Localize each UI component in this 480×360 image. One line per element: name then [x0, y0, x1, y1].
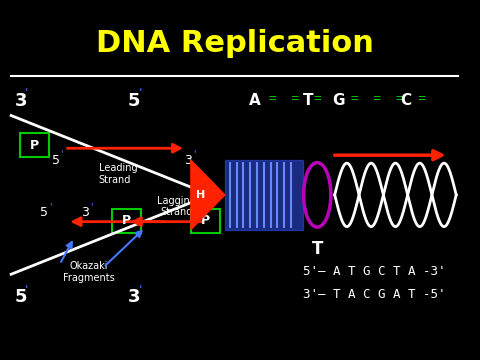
Text: C: C — [400, 93, 411, 108]
Text: 5: 5 — [128, 91, 140, 109]
Text: P: P — [30, 139, 39, 152]
Text: Leading
Strand: Leading Strand — [98, 163, 137, 185]
Text: T: T — [312, 240, 323, 258]
Text: T: T — [303, 93, 313, 108]
Text: ': ' — [24, 87, 28, 100]
Text: 5: 5 — [40, 206, 48, 219]
Polygon shape — [191, 160, 225, 230]
Text: 3'– T A C G A T -5': 3'– T A C G A T -5' — [303, 288, 445, 301]
Text: =  =  =  =: = = = = — [351, 92, 426, 105]
Text: 3: 3 — [184, 154, 192, 167]
Text: ': ' — [90, 202, 92, 212]
Text: H: H — [196, 190, 205, 200]
Text: ': ' — [49, 202, 51, 212]
Text: 3: 3 — [81, 206, 89, 219]
Text: ': ' — [60, 149, 62, 159]
Text: Okazaki
Fragments: Okazaki Fragments — [63, 261, 115, 283]
Text: G: G — [332, 93, 344, 108]
Text: 5'– A T G C T A -3': 5'– A T G C T A -3' — [303, 265, 445, 278]
Bar — [225, 160, 303, 230]
Text: ': ' — [138, 87, 142, 100]
Text: 5: 5 — [15, 288, 27, 306]
Text: =  =  =: = = = — [269, 92, 321, 105]
Text: ': ' — [138, 284, 142, 297]
Text: 3: 3 — [15, 91, 27, 109]
Text: DNA Replication: DNA Replication — [96, 28, 373, 58]
Text: A: A — [249, 93, 261, 108]
Text: ': ' — [24, 284, 28, 297]
Text: P: P — [201, 214, 210, 227]
Text: 5: 5 — [52, 154, 60, 167]
Text: ': ' — [193, 149, 195, 159]
Text: 3: 3 — [128, 288, 140, 306]
Text: Lagging
Strand: Lagging Strand — [157, 196, 196, 217]
Text: P: P — [122, 214, 132, 227]
